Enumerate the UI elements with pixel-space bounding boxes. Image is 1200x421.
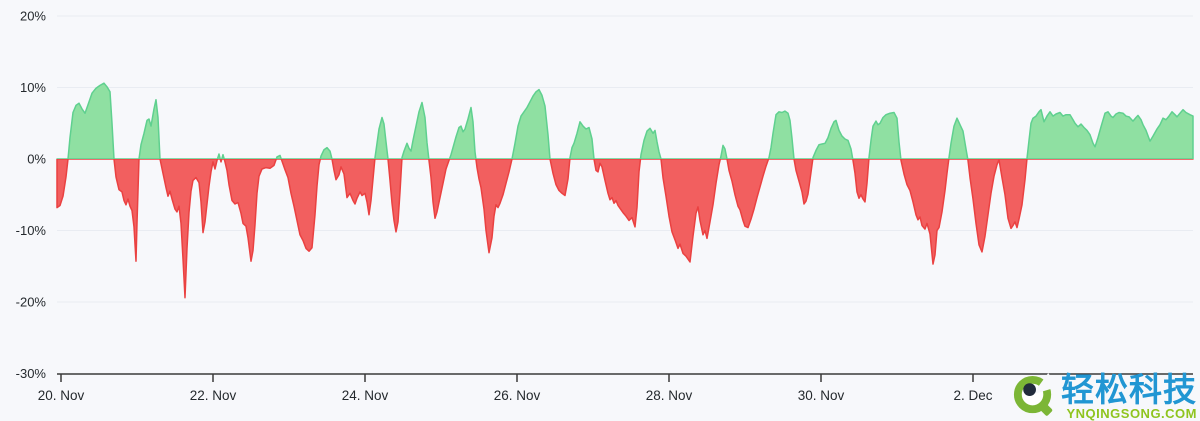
eye-q-logo-icon: [1013, 373, 1058, 416]
area-series-negative: [56, 159, 1194, 299]
y-tick-label: -10%: [16, 223, 47, 238]
y-tick-label: -20%: [16, 295, 47, 310]
brand-watermark: 轻松科技 YNQINGSONG.COM: [1011, 373, 1197, 420]
x-tick-label: 30. Nov: [798, 388, 845, 403]
x-tick-label: 20. Nov: [38, 388, 85, 403]
y-tick-label: 0%: [27, 152, 46, 167]
y-tick-label: 20%: [20, 9, 46, 24]
x-tick-label: 24. Nov: [342, 388, 389, 403]
x-tick-label: 22. Nov: [190, 388, 237, 403]
brand-text-block: 轻松科技 YNQINGSONG.COM: [1061, 373, 1197, 420]
x-tick-label: 28. Nov: [646, 388, 693, 403]
area-series-positive: [56, 82, 1194, 159]
x-tick-label: 2. Dec: [953, 388, 992, 403]
brand-domain: YNQINGSONG.COM: [1066, 406, 1197, 421]
brand-name-cn: 轻松科技: [1061, 371, 1197, 408]
x-tick-label: 26. Nov: [494, 388, 541, 403]
y-tick-label: 10%: [20, 80, 46, 95]
y-tick-label: -30%: [16, 366, 47, 381]
